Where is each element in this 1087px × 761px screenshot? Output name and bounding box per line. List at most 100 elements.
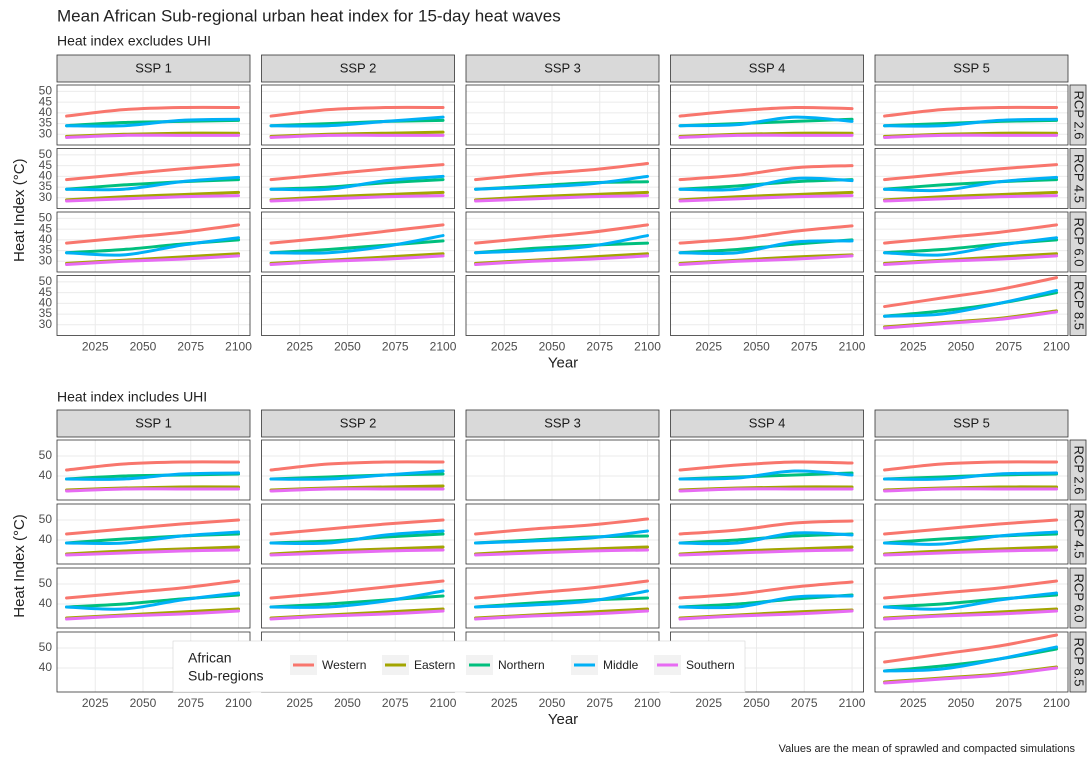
- series-line: [474, 529, 650, 545]
- y-tick-label: 35: [39, 243, 53, 257]
- x-tick-label: 2075: [586, 696, 613, 710]
- panel-frame: [465, 148, 660, 209]
- column-strip: [670, 54, 864, 83]
- row-strip: [1069, 439, 1087, 501]
- legend-title: African: [188, 650, 232, 666]
- row-strip-label: RCP 6.0: [1072, 218, 1087, 267]
- panel-background: [57, 275, 250, 336]
- series-line: [883, 460, 1059, 472]
- panel-frame: [874, 503, 1069, 565]
- x-tick-label: 2025: [491, 340, 518, 354]
- series-line: [883, 289, 1059, 318]
- panel-frame: [670, 567, 864, 629]
- series-line: [65, 223, 241, 245]
- series-line: [678, 194, 854, 203]
- series-line: [65, 548, 241, 557]
- series-line: [678, 609, 854, 621]
- x-tick-label: 2050: [743, 340, 770, 354]
- y-tick-label: 45: [39, 285, 53, 299]
- series-line: [474, 223, 650, 245]
- series-line: [269, 174, 445, 192]
- series-line: [269, 487, 445, 493]
- series-line: [269, 234, 445, 255]
- series-line: [678, 105, 854, 118]
- column-strip: [56, 409, 251, 438]
- series-line: [269, 594, 445, 609]
- y-tick-label: 40: [39, 232, 53, 246]
- legend-label: Eastern: [414, 658, 455, 672]
- column-strip: [874, 54, 1069, 83]
- panel-frame: [874, 631, 1069, 693]
- y-tick-label: 50: [39, 84, 53, 98]
- series-line: [678, 190, 854, 202]
- column-strip: [261, 54, 455, 83]
- series-line: [883, 190, 1059, 202]
- panel-background: [261, 275, 455, 336]
- y-tick-label: 35: [39, 179, 53, 193]
- y-tick-label: 35: [39, 116, 53, 130]
- column-strip: [670, 409, 864, 438]
- panel-frame: [670, 503, 864, 565]
- column-strip-label: SSP 5: [953, 415, 990, 430]
- caption: Values are the mean of sprawled and comp…: [779, 743, 1076, 755]
- series-line: [883, 518, 1059, 536]
- legend-label: Middle: [603, 658, 639, 672]
- series-line: [678, 239, 854, 255]
- x-tick-label: 2075: [995, 696, 1022, 710]
- panel-frame: [874, 148, 1069, 209]
- series-line: [65, 579, 241, 600]
- x-tick-label: 2025: [491, 696, 518, 710]
- series-line: [65, 163, 241, 182]
- panel-frame: [465, 439, 660, 501]
- legend-label: Southern: [686, 658, 735, 672]
- series-line: [678, 224, 854, 245]
- panel-background: [670, 275, 864, 336]
- x-tick-label: 2050: [334, 696, 361, 710]
- row-strip-label: RCP 6.0: [1072, 574, 1087, 623]
- series-line: [65, 530, 241, 546]
- series-line: [269, 105, 445, 118]
- x-tick-label: 2025: [900, 696, 927, 710]
- x-tick-label: 2050: [130, 696, 157, 710]
- series-line: [883, 194, 1059, 203]
- column-strip-label: SSP 2: [340, 415, 377, 430]
- panel-frame: [465, 211, 660, 273]
- series-line: [474, 190, 650, 202]
- y-axis-label: Heat Index (°C): [11, 514, 28, 618]
- series-line: [883, 310, 1059, 330]
- panel-frame: [56, 148, 251, 209]
- series-line: [883, 530, 1059, 546]
- y-tick-label: 45: [39, 94, 53, 108]
- column-strip-label: SSP 3: [544, 415, 581, 430]
- panel-frame: [465, 84, 660, 146]
- legend-box: [172, 640, 746, 693]
- panel-frame: [56, 503, 251, 565]
- series-line: [65, 518, 241, 536]
- x-tick-label: 2050: [948, 340, 975, 354]
- x-tick-label: 2100: [430, 340, 457, 354]
- series-line: [65, 591, 241, 611]
- column-strip-label: SSP 3: [544, 60, 581, 75]
- column-strip: [465, 409, 660, 438]
- series-line: [883, 666, 1059, 685]
- panel-frame: [670, 148, 864, 209]
- figure-title: Mean African Sub-regional urban heat ind…: [57, 6, 561, 25]
- series-line: [269, 548, 445, 557]
- row-strip: [1069, 148, 1087, 209]
- y-tick-label: 35: [39, 306, 53, 320]
- y-tick-label: 50: [39, 512, 53, 526]
- series-line: [883, 105, 1059, 118]
- subtitle: Heat index includes UHI: [57, 389, 207, 405]
- series-line: [65, 175, 241, 192]
- series-line: [269, 194, 445, 203]
- series-line: [678, 164, 854, 182]
- y-tick-label: 30: [39, 253, 53, 267]
- series-line: [474, 589, 650, 609]
- x-tick-label: 2100: [1043, 340, 1070, 354]
- series-line: [269, 469, 445, 481]
- series-line: [883, 254, 1059, 266]
- series-line: [474, 579, 650, 600]
- panel-frame: [261, 439, 455, 501]
- panel-frame: [465, 275, 660, 336]
- series-line: [65, 117, 241, 128]
